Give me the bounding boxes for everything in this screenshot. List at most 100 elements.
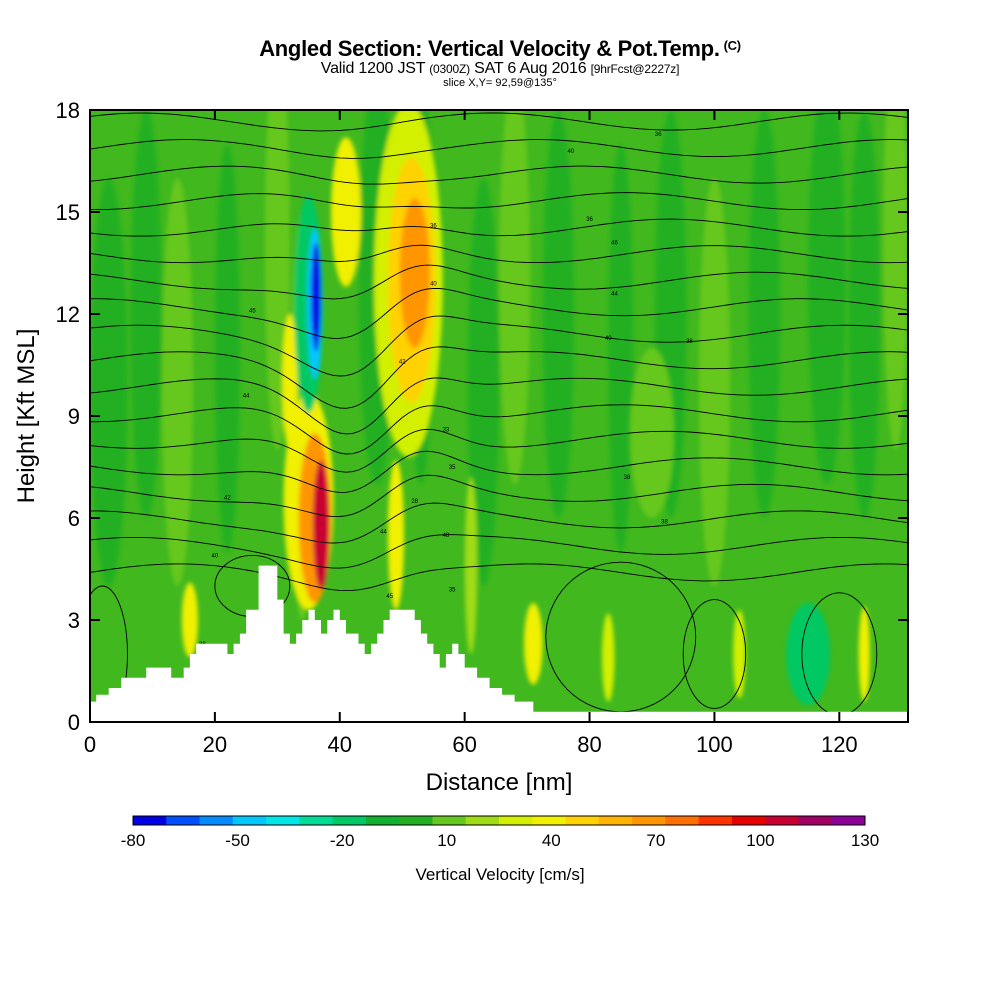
colorbar-tick-label: -80 xyxy=(121,831,146,850)
velocity-cell xyxy=(499,110,531,484)
colorbar-ticks: -80 -50 -20 10 40 70 100 130 xyxy=(121,831,879,850)
forecast-label: [9hrFcst@2227z] xyxy=(590,62,680,76)
velocity-cell xyxy=(858,606,870,702)
valid-line: Valid 1200 JST (0300Z) SAT 6 Aug 2016 [9… xyxy=(0,60,1000,78)
colorbar-swatch xyxy=(199,816,234,825)
x-tick-label: 40 xyxy=(328,732,352,757)
valid-utc: (0300Z) xyxy=(429,62,470,76)
velocity-cell xyxy=(467,178,499,586)
theta-contour-label: 45 xyxy=(249,309,256,315)
theta-contour-label: 45 xyxy=(386,594,393,600)
x-axis: 0 20 40 60 80 100 120 xyxy=(84,110,858,757)
colorbar-swatch xyxy=(166,816,201,825)
colorbar-swatch xyxy=(232,816,267,825)
velocity-cell xyxy=(608,144,634,552)
y-tick-label: 6 xyxy=(68,506,80,531)
colorbar-swatch xyxy=(532,816,567,825)
velocity-cell xyxy=(399,198,430,348)
valid-prefix: Valid 1200 JST xyxy=(320,60,426,77)
y-tick-label: 9 xyxy=(68,404,80,429)
y-tick-label: 12 xyxy=(56,302,80,327)
colorbar-tick-label: 10 xyxy=(437,831,456,850)
velocity-cell xyxy=(181,582,199,658)
velocity-cell xyxy=(602,613,615,702)
theta-contour-line xyxy=(90,218,908,237)
theta-contour-label: 42 xyxy=(224,496,231,502)
colorbar-swatch xyxy=(266,816,300,825)
theta-contour-label: 36 xyxy=(586,217,593,223)
theta-contour-line xyxy=(90,315,908,377)
theta-contour-line xyxy=(90,474,908,518)
theta-contour-line xyxy=(90,192,908,211)
y-tick-label: 0 xyxy=(68,710,80,735)
y-axis-label: Height [Kft MSL] xyxy=(13,329,40,504)
colorbar-tick-label: 130 xyxy=(851,831,879,850)
x-axis-label: Distance [nm] xyxy=(426,769,573,796)
colorbar-tick-label: 40 xyxy=(542,831,561,850)
x-tick-label: 100 xyxy=(696,732,733,757)
theta-contour-line xyxy=(90,502,908,544)
colorbar-swatch xyxy=(565,816,600,825)
theta-contour-label: 44 xyxy=(611,292,618,298)
colorbar-swatch xyxy=(465,816,500,825)
colorbar-swatch xyxy=(698,816,733,825)
colorbar-label: Vertical Velocity [cm/s] xyxy=(415,865,584,884)
theta-contour-label: 28 xyxy=(411,499,418,505)
colorbar-tick-label: -20 xyxy=(330,831,355,850)
colorbar-swatch xyxy=(499,816,533,825)
colorbar-swatch xyxy=(299,816,334,825)
theta-contour-line xyxy=(90,139,908,159)
theta-contour-label: 40 xyxy=(430,281,437,287)
plot-area: 6035384042444550464544424036353328404446… xyxy=(90,110,908,722)
colorbar-tick-label: 70 xyxy=(646,831,665,850)
colorbar-swatch xyxy=(731,816,766,825)
velocity-cell xyxy=(523,603,543,685)
velocity-cell xyxy=(130,110,162,518)
chart-title: Angled Section: Vertical Velocity & Pot.… xyxy=(0,36,1000,62)
theta-contour-loop xyxy=(90,585,128,722)
theta-contour-label: 40 xyxy=(605,336,612,342)
theta-contour-label: 40 xyxy=(212,553,219,559)
colorbar-tick-label: -50 xyxy=(225,831,250,850)
title-suffix: (C) xyxy=(723,38,741,53)
x-tick-label: 20 xyxy=(203,732,227,757)
velocity-cell xyxy=(161,178,194,586)
velocity-cell xyxy=(387,460,405,610)
velocity-cell xyxy=(214,144,240,552)
theta-contour-label: 40 xyxy=(567,149,574,155)
theta-contour-label: 38 xyxy=(661,519,668,525)
y-tick-label: 18 xyxy=(56,98,80,123)
velocity-field xyxy=(90,110,908,705)
theta-contour-line xyxy=(90,450,908,493)
velocity-cell xyxy=(883,110,908,450)
velocity-cell xyxy=(733,609,746,699)
theta-contour-label: 38 xyxy=(624,475,631,481)
theta-contour-label: 42 xyxy=(399,360,406,366)
colorbar-swatch xyxy=(765,816,799,825)
velocity-cell xyxy=(748,110,780,518)
theta-contour-line xyxy=(90,534,908,569)
velocity-cell xyxy=(331,137,362,287)
theta-contour-line xyxy=(90,165,908,185)
theta-contour-label: 36 xyxy=(430,224,437,230)
theta-contour-label: 48 xyxy=(443,533,450,539)
colorbar-frame xyxy=(132,815,866,826)
theta-contour-line xyxy=(90,563,908,592)
theta-contour-line xyxy=(90,428,908,473)
theta-contour-line xyxy=(90,377,908,435)
colorbar-swatch xyxy=(798,816,833,825)
theta-contours xyxy=(90,112,908,722)
x-tick-label: 80 xyxy=(577,732,601,757)
colorbar-swatch xyxy=(365,816,400,825)
theta-contour-loop xyxy=(682,599,747,709)
title-text: Angled Section: Vertical Velocity & Pot.… xyxy=(259,36,720,61)
theta-contour-line xyxy=(90,346,908,409)
velocity-cell xyxy=(630,348,674,518)
colorbar-swatch xyxy=(831,816,866,825)
theta-contour-label: 44 xyxy=(243,394,250,400)
velocity-cell xyxy=(464,477,478,654)
velocity-cell xyxy=(312,460,330,590)
colorbar xyxy=(132,815,866,826)
